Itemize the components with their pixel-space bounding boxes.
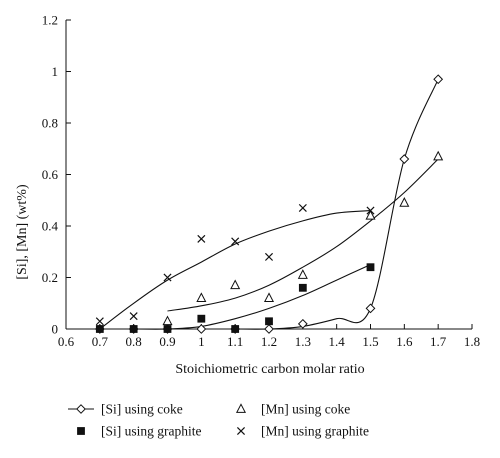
legend-marker — [236, 426, 246, 436]
x-tick-label: 0.9 — [159, 334, 175, 349]
data-point — [366, 206, 375, 215]
series-2 — [95, 263, 375, 333]
data-point — [399, 154, 410, 164]
y-tick-label: 0.6 — [42, 167, 59, 182]
data-point — [95, 325, 104, 333]
data-point — [231, 325, 240, 333]
data-point — [433, 74, 444, 85]
legend-marker — [77, 427, 85, 435]
data-point — [95, 317, 104, 326]
y-tick-label: 1 — [52, 64, 59, 79]
x-tick-label: 1.1 — [227, 334, 243, 349]
data-point — [230, 279, 241, 290]
data-point — [365, 303, 376, 314]
legend-label: [Si] using graphite — [101, 424, 202, 439]
y-tick-label: 0.8 — [42, 116, 58, 131]
legend-marker — [76, 404, 86, 414]
data-point — [231, 237, 240, 246]
y-tick-label: 1.2 — [42, 13, 58, 28]
series-1 — [162, 150, 444, 326]
y-tick-label: 0.4 — [42, 219, 59, 234]
data-point — [264, 252, 274, 261]
data-point — [399, 197, 410, 207]
x-tick-label: 1.6 — [396, 334, 413, 349]
legend-item: [Si] using coke — [68, 402, 183, 417]
data-point — [163, 273, 172, 282]
data-point — [162, 315, 173, 326]
data-point — [129, 325, 138, 333]
x-tick-label: 1.4 — [329, 334, 346, 349]
y-axis-label: [Si], [Mn] (wt%) — [15, 184, 30, 280]
data-point — [298, 203, 307, 212]
legend-item: [Si] using graphite — [77, 424, 202, 439]
data-point — [297, 318, 308, 329]
legend-marker — [235, 403, 247, 413]
x-axis-label: Stoichiometric carbon molar ratio — [175, 362, 364, 377]
legend-label: [Si] using coke — [101, 402, 183, 417]
data-point — [297, 269, 308, 279]
y-tick-label: 0 — [52, 322, 59, 337]
x-tick-label: 1 — [198, 334, 205, 349]
x-tick-label: 0.8 — [126, 334, 142, 349]
data-point — [366, 263, 375, 272]
data-point — [365, 209, 376, 220]
x-tick-label: 1.3 — [295, 334, 311, 349]
data-point — [264, 324, 274, 334]
legend-label: [Mn] using graphite — [261, 424, 369, 439]
trend-line — [167, 158, 439, 312]
x-tick-label: 1.2 — [261, 334, 277, 349]
x-tick-label: 0.6 — [58, 334, 75, 349]
data-point — [163, 325, 172, 333]
legend: [Si] using coke [Si] using graphite [Mn] u… — [68, 402, 369, 439]
data-point — [129, 312, 138, 321]
legend-label: [Mn] using coke — [261, 402, 350, 417]
legend-item: [Mn] using graphite — [236, 424, 369, 439]
data-point — [196, 324, 207, 334]
x-tick-label: 1.7 — [430, 334, 447, 349]
x-tick-label: 1.8 — [464, 334, 480, 349]
data-point — [433, 150, 444, 161]
data-point — [197, 314, 206, 323]
plot-area: 0.6 0.7 0.8 0.9 1 1.1 1.2 1.3 1.4 1.5 1.6 1.7 1.800.… — [42, 13, 480, 350]
trend-line — [99, 264, 371, 330]
series-3 — [95, 203, 375, 326]
data-point — [196, 292, 207, 302]
data-point — [265, 317, 273, 326]
y-tick-label: 0.2 — [42, 270, 58, 285]
data-point — [197, 234, 206, 243]
x-tick-label: 1.5 — [362, 334, 378, 349]
data-point — [298, 283, 307, 292]
x-tick-label: 0.7 — [92, 334, 109, 349]
legend-item: [Mn] using coke — [235, 402, 350, 417]
data-point — [263, 292, 275, 302]
trend-line — [99, 210, 371, 330]
